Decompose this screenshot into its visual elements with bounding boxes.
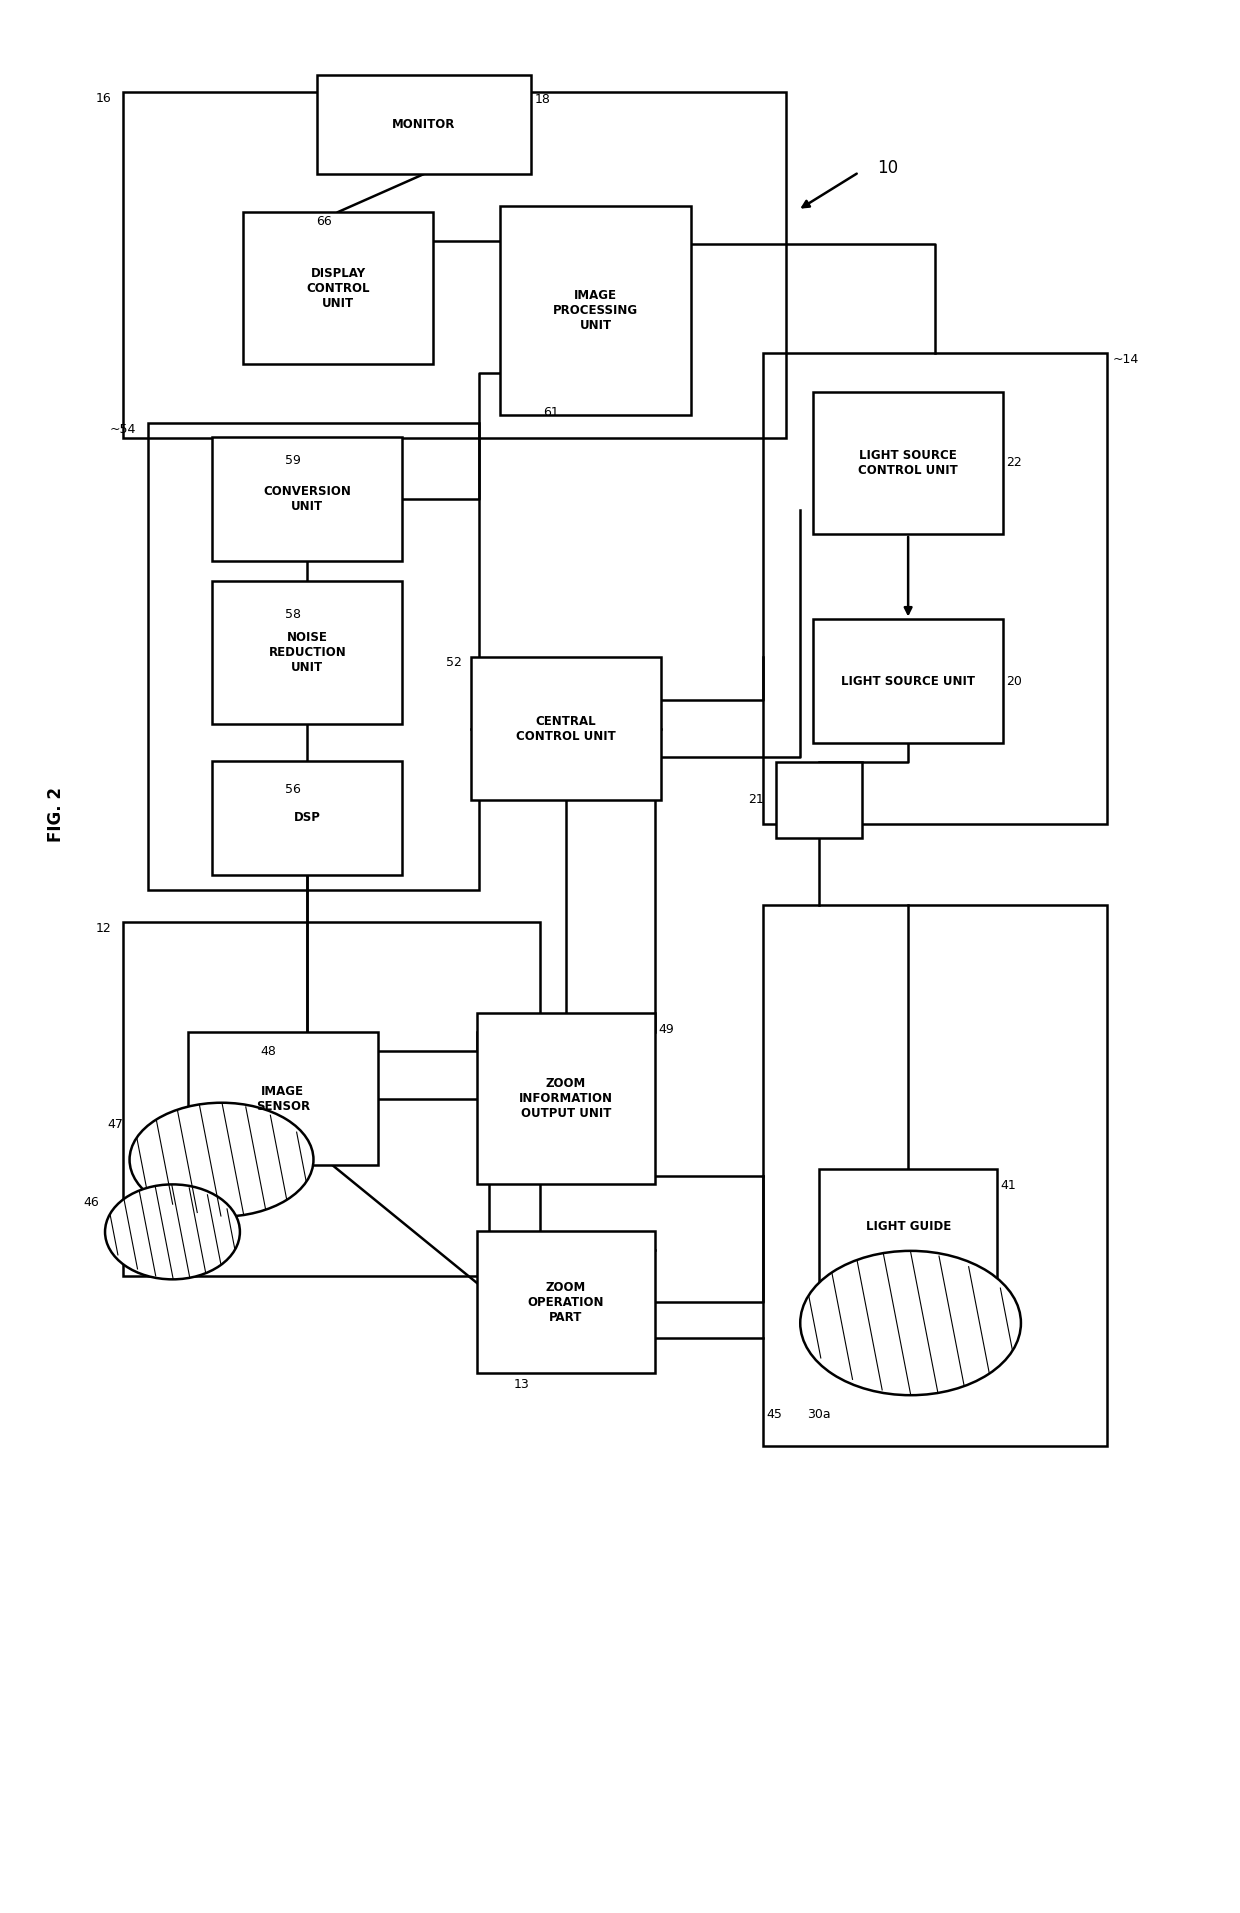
Bar [813, 620, 1003, 742]
Bar [212, 436, 402, 561]
Text: 16: 16 [95, 92, 112, 105]
Bar [212, 761, 402, 874]
Text: 10: 10 [878, 159, 899, 178]
Text: 41: 41 [1001, 1178, 1016, 1192]
Text: 20: 20 [1006, 675, 1022, 687]
Bar [316, 75, 531, 174]
Text: DSP: DSP [294, 811, 321, 825]
Bar [477, 1230, 655, 1374]
Text: LIGHT SOURCE
CONTROL UNIT: LIGHT SOURCE CONTROL UNIT [858, 450, 959, 476]
Ellipse shape [129, 1102, 314, 1217]
Text: 58: 58 [285, 608, 301, 622]
Text: ZOOM
INFORMATION
OUTPUT UNIT: ZOOM INFORMATION OUTPUT UNIT [520, 1077, 613, 1121]
Ellipse shape [800, 1251, 1021, 1395]
Bar [776, 761, 862, 838]
Text: 18: 18 [534, 92, 551, 105]
Text: CENTRAL
CONTROL UNIT: CENTRAL CONTROL UNIT [516, 715, 616, 742]
Text: 49: 49 [658, 1023, 673, 1037]
Bar [764, 352, 1107, 825]
Text: DISPLAY
CONTROL
UNIT: DISPLAY CONTROL UNIT [306, 266, 370, 310]
Text: ~54: ~54 [109, 423, 135, 436]
Bar [124, 922, 541, 1276]
Bar [148, 423, 479, 890]
Text: 12: 12 [95, 922, 112, 935]
Text: CONVERSION
UNIT: CONVERSION UNIT [263, 484, 351, 513]
Bar [243, 212, 433, 363]
Bar [471, 658, 661, 800]
Text: FIG. 2: FIG. 2 [47, 786, 64, 842]
Text: 52: 52 [446, 656, 461, 670]
Bar [813, 392, 1003, 534]
Text: 59: 59 [285, 453, 301, 467]
Bar [501, 207, 691, 415]
Text: 30b: 30b [505, 1299, 528, 1310]
Ellipse shape [105, 1184, 239, 1280]
Text: 21: 21 [748, 794, 764, 805]
Text: 30a: 30a [807, 1408, 831, 1421]
Text: NOISE
REDUCTION
UNIT: NOISE REDUCTION UNIT [269, 631, 346, 673]
Bar [764, 905, 1107, 1446]
Bar [124, 92, 785, 438]
Text: LIGHT GUIDE: LIGHT GUIDE [866, 1220, 951, 1232]
Text: 47: 47 [108, 1119, 124, 1131]
Text: ~14: ~14 [1112, 352, 1140, 365]
Text: 56: 56 [285, 782, 301, 796]
Text: ZOOM
OPERATION
PART: ZOOM OPERATION PART [528, 1280, 604, 1324]
Text: MONITOR: MONITOR [392, 119, 455, 132]
Bar [187, 1033, 378, 1165]
Text: 66: 66 [316, 214, 332, 228]
Text: 13: 13 [513, 1377, 529, 1391]
Text: 46: 46 [83, 1196, 99, 1209]
Text: 48: 48 [260, 1044, 277, 1058]
Bar [820, 1169, 997, 1284]
Bar [477, 1014, 655, 1184]
Text: 61: 61 [543, 406, 559, 419]
Text: IMAGE
PROCESSING
UNIT: IMAGE PROCESSING UNIT [553, 289, 639, 333]
Text: LIGHT SOURCE UNIT: LIGHT SOURCE UNIT [841, 675, 975, 687]
Text: 22: 22 [1006, 455, 1022, 469]
Text: IMAGE
SENSOR: IMAGE SENSOR [255, 1085, 310, 1113]
Bar [212, 582, 402, 723]
Text: 45: 45 [766, 1408, 782, 1421]
